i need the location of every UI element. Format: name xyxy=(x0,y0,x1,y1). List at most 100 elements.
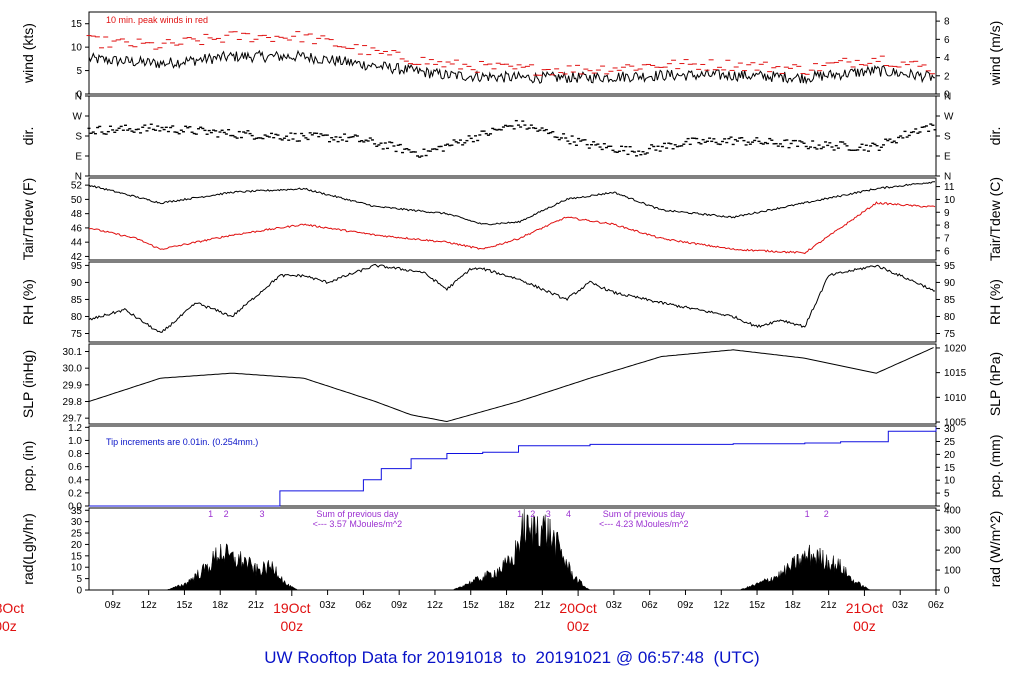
direction-mark xyxy=(446,143,450,145)
direction-mark xyxy=(864,144,868,146)
direction-mark xyxy=(360,140,364,142)
direction-mark xyxy=(693,137,697,140)
direction-mark xyxy=(143,124,147,126)
direction-mark xyxy=(259,137,263,139)
direction-mark xyxy=(373,143,377,145)
direction-mark xyxy=(759,142,763,145)
panel-frame xyxy=(88,425,937,507)
direction-mark xyxy=(456,142,460,144)
direction-mark xyxy=(643,153,647,155)
direction-mark xyxy=(514,119,518,122)
direction-mark xyxy=(699,143,703,145)
direction-mark xyxy=(252,138,256,140)
direction-mark xyxy=(413,151,417,153)
direction-mark xyxy=(525,128,529,130)
x-tick-label: 15z xyxy=(176,600,192,611)
direction-mark xyxy=(261,137,265,140)
direction-mark xyxy=(534,127,538,130)
left-tick-label: 0.4 xyxy=(68,475,82,486)
direction-mark xyxy=(873,143,877,146)
direction-mark xyxy=(100,131,104,133)
direction-mark xyxy=(312,132,316,134)
direction-mark xyxy=(394,150,398,153)
direction-mark xyxy=(716,143,720,145)
left-tick-label: E xyxy=(75,152,82,163)
left-tick-label: 90 xyxy=(71,278,83,289)
direction-mark xyxy=(768,137,772,140)
direction-mark xyxy=(815,148,819,150)
hour-marker: 3 xyxy=(546,509,551,519)
direction-mark xyxy=(351,136,355,138)
direction-mark xyxy=(300,132,304,135)
direction-mark xyxy=(712,138,716,140)
direction-mark xyxy=(184,125,188,127)
direction-mark xyxy=(841,141,845,143)
series-line xyxy=(88,201,936,255)
right-tick-label: S xyxy=(944,132,951,143)
direction-mark xyxy=(237,130,241,133)
right-tick-label: 4 xyxy=(944,53,950,64)
hour-marker: 1 xyxy=(805,509,810,519)
left-tick-label: 20 xyxy=(71,540,83,551)
direction-mark xyxy=(203,129,207,132)
direction-mark xyxy=(235,137,239,139)
direction-mark xyxy=(826,144,830,147)
direction-mark xyxy=(254,137,258,140)
left-tick-label: 50 xyxy=(71,195,83,206)
direction-mark xyxy=(229,134,233,137)
direction-mark xyxy=(428,150,432,152)
direction-mark xyxy=(134,128,138,131)
direction-mark xyxy=(128,128,132,130)
day-label-hour: 00z xyxy=(853,618,876,634)
direction-mark xyxy=(796,145,800,148)
right-tick-label: 10 xyxy=(944,195,956,206)
right-tick-label: 95 xyxy=(944,261,956,272)
left-tick-label: 1.0 xyxy=(68,436,82,447)
left-tick-label: 0 xyxy=(76,90,82,101)
left-tick-label: 10 xyxy=(71,43,83,54)
direction-mark xyxy=(834,144,838,147)
direction-mark xyxy=(366,140,370,142)
direction-mark xyxy=(379,142,383,144)
panel-frame xyxy=(88,261,937,343)
direction-mark xyxy=(272,136,276,139)
direction-mark xyxy=(624,145,628,148)
direction-mark xyxy=(772,143,776,145)
direction-mark xyxy=(824,141,828,143)
direction-mark xyxy=(776,145,780,147)
direction-mark xyxy=(761,143,765,145)
direction-mark xyxy=(343,133,347,135)
direction-mark xyxy=(804,145,808,148)
direction-mark xyxy=(126,129,130,131)
direction-mark xyxy=(164,126,168,128)
right-tick-label: 15 xyxy=(944,463,956,474)
direction-mark xyxy=(673,144,677,146)
direction-mark xyxy=(733,138,737,141)
right-axis-label: pcp. (mm) xyxy=(987,435,1003,498)
direction-mark xyxy=(845,145,849,147)
right-tick-label: 6 xyxy=(944,35,950,46)
x-tick-label: 21z xyxy=(534,600,550,611)
direction-mark xyxy=(319,133,323,135)
direction-mark xyxy=(551,131,555,133)
direction-mark xyxy=(684,140,688,143)
direction-mark xyxy=(437,145,441,148)
direction-mark xyxy=(622,149,626,152)
direction-mark xyxy=(690,137,694,139)
x-tick-label: 18z xyxy=(785,600,801,611)
direction-mark xyxy=(635,155,639,157)
x-tick-label: 03z xyxy=(892,600,908,611)
direction-mark xyxy=(242,131,246,133)
direction-mark xyxy=(510,125,514,127)
left-tick-label: S xyxy=(75,132,82,143)
direction-mark xyxy=(559,137,563,139)
direction-mark xyxy=(819,147,823,150)
direction-mark xyxy=(714,141,718,144)
direction-mark xyxy=(787,146,791,149)
right-tick-label: 20 xyxy=(944,450,956,461)
right-axis-label: RH (%) xyxy=(987,279,1003,325)
direction-mark xyxy=(325,134,329,136)
direction-mark xyxy=(639,153,643,156)
direction-mark xyxy=(671,148,675,150)
direction-mark xyxy=(111,129,115,131)
